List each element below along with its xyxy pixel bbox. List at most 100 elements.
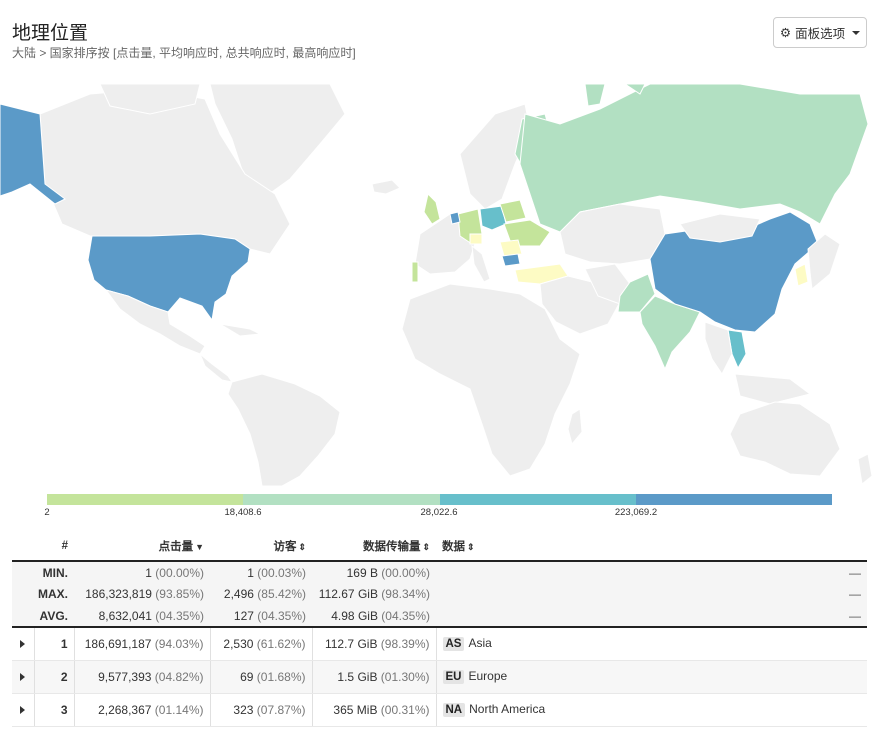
row-visitors: 2,530 (61.62%) bbox=[210, 627, 313, 661]
map-region-greenland[interactable] bbox=[209, 84, 346, 200]
legend-tick: 18,408.6 bbox=[224, 507, 262, 518]
sort-desc-icon: ▼ bbox=[195, 541, 204, 552]
legend-segment bbox=[243, 494, 440, 505]
geo-data-table: # 点击量 ▼ 访客 ⇕ 数据传输量 ⇕ 数据 ⇕ MIN. 1 (00.00%) 1 … bbox=[12, 531, 867, 727]
caret-right-icon bbox=[20, 705, 26, 714]
map-region-belarus[interactable] bbox=[499, 199, 527, 223]
map-region-bulgaria[interactable] bbox=[501, 253, 521, 267]
continent-name: Europe bbox=[468, 669, 508, 683]
map-region-usa[interactable] bbox=[87, 233, 251, 322]
map-region-mexico[interactable] bbox=[104, 289, 206, 355]
map-region-japan-north[interactable] bbox=[807, 233, 841, 290]
map-region-central-america[interactable] bbox=[199, 323, 262, 383]
row-visitors: 69 (01.68%) bbox=[210, 660, 313, 694]
summary-hits: 8,632,041 (04.35%) bbox=[74, 605, 210, 628]
sort-icon: ⇕ bbox=[422, 541, 430, 552]
caret-down-icon bbox=[852, 30, 861, 35]
table-row[interactable]: 2 9,577,393 (04.82%) 69 (01.68%) 1.5 GiB… bbox=[12, 660, 867, 694]
panel-subtitle: 大陆 > 国家排序按 [点击量, 平均响应时, 总共响应时, 最高响应时] bbox=[12, 46, 356, 60]
row-visitors: 323 (07.87%) bbox=[210, 693, 313, 727]
row-index: 3 bbox=[34, 693, 75, 727]
table-row[interactable]: 1 186,691,187 (94.03%) 2,530 (61.62%) 11… bbox=[12, 627, 867, 661]
expand-toggle[interactable] bbox=[12, 660, 35, 694]
row-hits: 186,691,187 (94.03%) bbox=[74, 627, 211, 661]
summary-label: MIN. bbox=[12, 561, 74, 583]
map-region-india[interactable] bbox=[639, 295, 701, 371]
header-index: # bbox=[34, 531, 74, 562]
map-region-italy[interactable] bbox=[471, 244, 491, 283]
map-region-arctic-islands[interactable] bbox=[99, 84, 201, 115]
panel-options-button[interactable]: ⚙ 面板选项 bbox=[773, 17, 867, 48]
header-bandwidth[interactable]: 数据传输量 ⇕ bbox=[312, 531, 436, 562]
legend-tick: 28,022.6 bbox=[420, 507, 458, 518]
page-title: 地理位置 bbox=[12, 23, 89, 44]
map-region-southeast-asia[interactable] bbox=[704, 321, 812, 405]
legend-tick: 2 bbox=[44, 507, 50, 518]
gear-icon: ⚙ bbox=[779, 26, 792, 40]
map-region-madagascar[interactable] bbox=[567, 408, 583, 446]
expand-toggle[interactable] bbox=[12, 693, 35, 727]
summary-bandwidth: 112.67 GiB (98.34%) bbox=[312, 583, 436, 605]
row-index: 1 bbox=[34, 627, 75, 661]
header-data-label: 数据 bbox=[442, 540, 465, 553]
map-region-russia-islands[interactable] bbox=[584, 84, 646, 107]
map-region-iceland[interactable] bbox=[371, 179, 401, 195]
map-region-mongolia[interactable] bbox=[679, 213, 761, 243]
summary-visitors: 127 (04.35%) bbox=[210, 605, 312, 628]
continent-name: North America bbox=[469, 702, 546, 716]
summary-visitors: 1 (00.03%) bbox=[210, 561, 312, 583]
summary-row-avg: AVG. 8,632,041 (04.35%) 127 (04.35%) 4.9… bbox=[12, 605, 867, 628]
legend-segment bbox=[47, 494, 244, 505]
map-region-netherlands[interactable] bbox=[449, 211, 461, 225]
map-region-romania[interactable] bbox=[499, 239, 523, 257]
header-toggle bbox=[12, 531, 34, 562]
map-region-new-zealand[interactable] bbox=[857, 453, 873, 485]
caret-right-icon bbox=[20, 672, 26, 681]
row-bandwidth: 112.7 GiB (98.39%) bbox=[312, 627, 437, 661]
sort-icon: ⇕ bbox=[298, 541, 306, 552]
summary-row-min: MIN. 1 (00.00%) 1 (00.03%) 169 B (00.00%… bbox=[12, 561, 867, 583]
header-hits[interactable]: 点击量 ▼ bbox=[74, 531, 210, 562]
summary-hits: 1 (00.00%) bbox=[74, 561, 210, 583]
sort-icon: ⇕ bbox=[467, 541, 475, 552]
legend-tick: 223,069.2 bbox=[614, 507, 658, 518]
summary-label: AVG. bbox=[12, 605, 74, 628]
map-region-south-america[interactable] bbox=[227, 373, 341, 486]
row-data: NA North America bbox=[436, 693, 867, 727]
world-map-svg bbox=[0, 84, 873, 486]
summary-data: — bbox=[436, 583, 867, 605]
row-data: EU Europe bbox=[436, 660, 867, 694]
map-region-japan[interactable] bbox=[794, 263, 809, 287]
header-visitors-label: 访客 bbox=[273, 540, 297, 553]
continent-name: Asia bbox=[468, 636, 492, 651]
map-region-portugal[interactable] bbox=[411, 261, 419, 283]
header-hits-label: 点击量 bbox=[158, 540, 194, 553]
header-data[interactable]: 数据 ⇕ bbox=[436, 531, 867, 562]
map-region-poland[interactable] bbox=[479, 205, 507, 231]
summary-hits: 186,323,819 (93.85%) bbox=[74, 583, 210, 605]
map-region-africa[interactable] bbox=[401, 283, 581, 477]
summary-data: — bbox=[436, 605, 867, 628]
row-hits: 9,577,393 (04.82%) bbox=[74, 660, 211, 694]
world-map bbox=[0, 84, 880, 486]
table-row[interactable]: 3 2,268,367 (01.14%) 323 (07.87%) 365 Mi… bbox=[12, 693, 867, 727]
expand-toggle[interactable] bbox=[12, 627, 35, 661]
continent-code-badge: EU bbox=[442, 670, 465, 684]
row-hits: 2,268,367 (01.14%) bbox=[74, 693, 211, 727]
legend-segment bbox=[439, 494, 636, 505]
map-region-switzerland[interactable] bbox=[469, 233, 483, 245]
map-region-alaska[interactable] bbox=[0, 103, 66, 205]
panel-options-label: 面板选项 bbox=[795, 27, 846, 41]
row-data: AS Asia bbox=[436, 627, 867, 661]
row-bandwidth: 365 MiB (00.31%) bbox=[312, 693, 437, 727]
map-region-uk[interactable] bbox=[423, 193, 441, 225]
summary-visitors: 2,496 (85.42%) bbox=[210, 583, 312, 605]
header-visitors[interactable]: 访客 ⇕ bbox=[210, 531, 312, 562]
row-index: 2 bbox=[34, 660, 75, 694]
summary-bandwidth: 4.98 GiB (04.35%) bbox=[312, 605, 436, 628]
map-region-scandinavia[interactable] bbox=[459, 103, 531, 210]
map-region-russia[interactable] bbox=[519, 84, 869, 233]
table-header-row: # 点击量 ▼ 访客 ⇕ 数据传输量 ⇕ 数据 ⇕ bbox=[12, 531, 867, 562]
map-region-australia[interactable] bbox=[729, 401, 841, 477]
continent-code-badge: NA bbox=[442, 703, 466, 717]
